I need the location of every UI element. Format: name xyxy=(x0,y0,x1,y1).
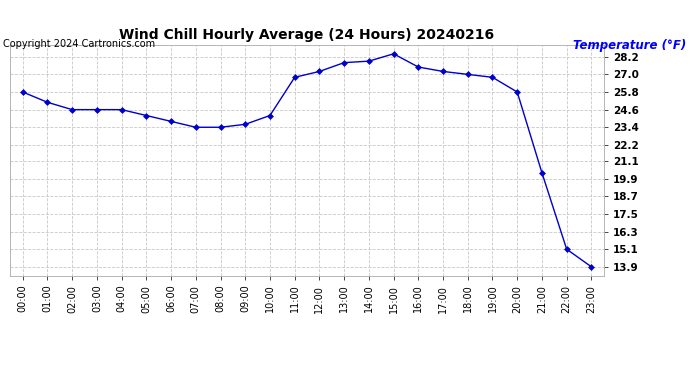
Text: Copyright 2024 Cartronics.com: Copyright 2024 Cartronics.com xyxy=(3,39,155,50)
Text: Temperature (°F): Temperature (°F) xyxy=(573,39,687,53)
Title: Wind Chill Hourly Average (24 Hours) 20240216: Wind Chill Hourly Average (24 Hours) 202… xyxy=(119,28,495,42)
